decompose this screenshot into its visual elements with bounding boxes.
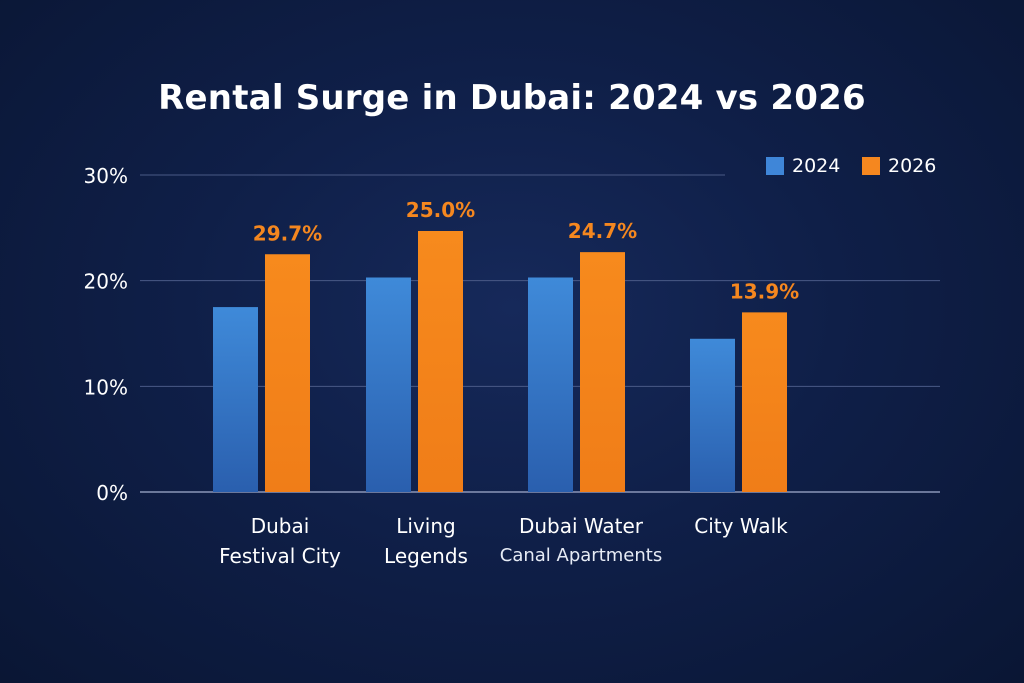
bar-2024 — [528, 277, 573, 492]
y-tick-label: 0% — [96, 481, 128, 505]
y-tick-label: 30% — [84, 164, 128, 188]
category-label: City Walk — [641, 511, 841, 541]
legend-label-2024: 2024 — [792, 155, 841, 177]
data-label: 13.9% — [730, 279, 799, 303]
legend-item-2026: 2026 — [862, 155, 936, 177]
legend-swatch-2026 — [862, 157, 880, 175]
bar-2024 — [366, 277, 411, 492]
category-label: Dubai Festival City — [180, 511, 380, 571]
category-label-line1: City Walk — [694, 514, 788, 538]
legend-item-2024: 2024 — [766, 155, 840, 177]
y-tick-label: 10% — [84, 375, 128, 399]
chart-title: Rental Surge in Dubai: 2024 vs 2026 — [158, 78, 866, 118]
legend-swatch-2024 — [766, 157, 784, 175]
category-label-line1: Dubai Water — [518, 514, 644, 538]
bar-2024 — [213, 307, 258, 492]
bar-2026 — [580, 252, 625, 492]
data-label: 25.0% — [406, 198, 475, 222]
bar-2026 — [265, 254, 310, 492]
category-label-line1: Dubai — [250, 514, 310, 538]
bar-2024 — [690, 338, 735, 492]
category-label-line2: Canal Apartments — [499, 545, 663, 566]
legend-label-2026: 2026 — [888, 155, 937, 177]
category-label: Living Legends — [326, 511, 526, 571]
data-label: 24.7% — [568, 219, 637, 243]
data-label: 29.7% — [253, 221, 322, 245]
category-label-line1: Living — [396, 514, 456, 538]
bar-2026 — [742, 312, 787, 492]
bar-2026 — [418, 231, 463, 492]
y-tick-label: 20% — [84, 270, 128, 294]
category-label-line2: Festival City — [219, 544, 341, 568]
category-label: Dubai Water Canal Apartments — [481, 511, 681, 571]
category-label-line2: Legends — [384, 544, 468, 568]
